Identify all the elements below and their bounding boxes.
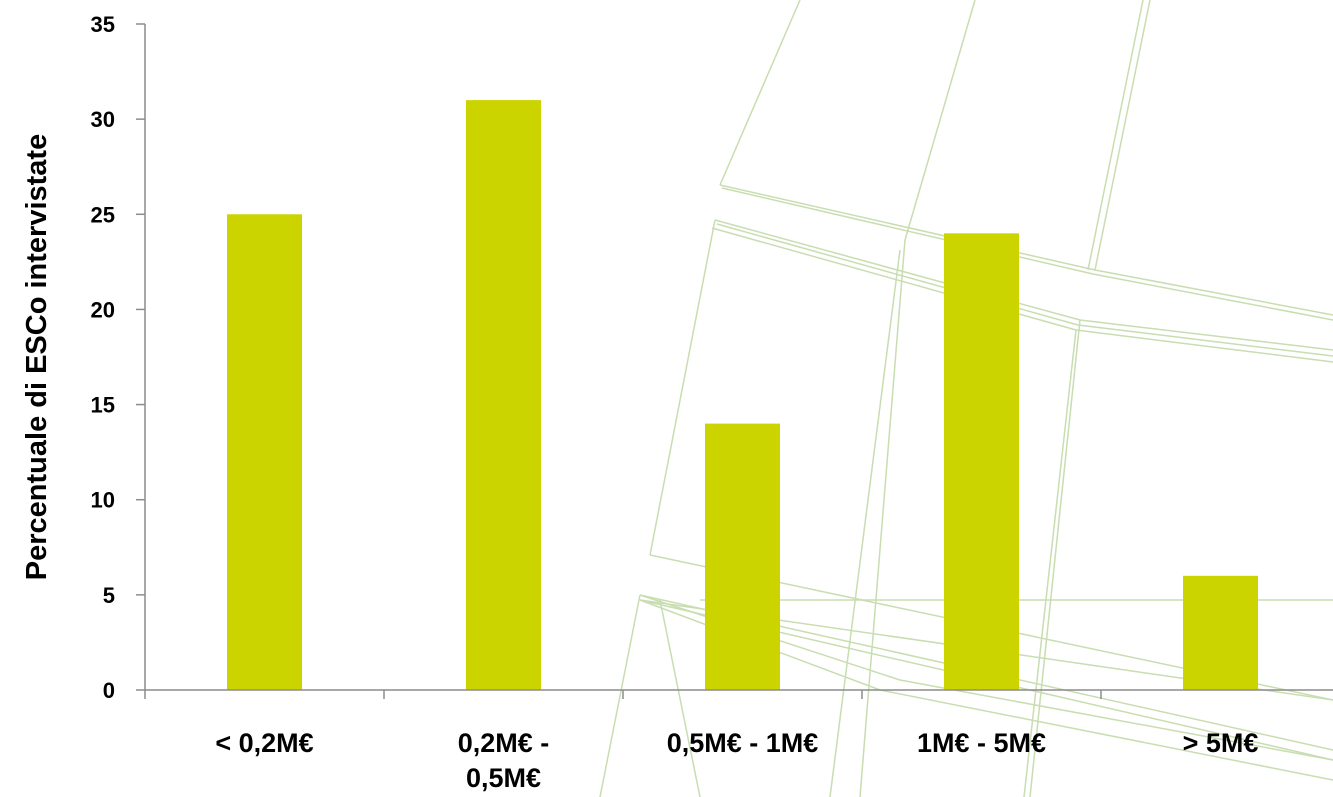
x-category-label: < 0,2M€ — [215, 728, 313, 758]
bar — [466, 100, 541, 691]
y-axis-title: Percentuale di ESCo intervistate — [21, 134, 53, 580]
bar — [227, 214, 302, 691]
y-tick-label: 20 — [91, 297, 115, 322]
y-tick-label: 5 — [103, 583, 115, 608]
y-tick-label: 0 — [103, 678, 115, 703]
bars — [227, 100, 1258, 691]
bar — [1183, 575, 1258, 690]
y-axis-ticks: 0 5 10 15 20 25 30 35 — [91, 12, 145, 703]
x-category-label: 0,2M€ -0,5M€ — [458, 728, 550, 793]
x-category-label: 1M€ - 5M€ — [917, 728, 1046, 758]
x-category-label: 0,5M€ - 1M€ — [667, 728, 819, 758]
y-tick-label: 10 — [91, 488, 115, 513]
y-tick-label: 15 — [91, 393, 115, 418]
bar — [705, 423, 780, 690]
y-tick-label: 25 — [91, 202, 115, 227]
y-tick-label: 30 — [91, 107, 115, 132]
x-axis-ticks: < 0,2M€ 0,2M€ -0,5M€ 0,5M€ - 1M€ 1M€ - 5M€ >… — [144, 690, 1259, 793]
x-category-label: > 5M€ — [1183, 728, 1259, 758]
y-tick-label: 35 — [91, 12, 115, 37]
bar — [944, 233, 1019, 691]
